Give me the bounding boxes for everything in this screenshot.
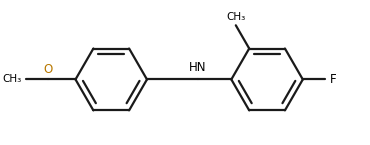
Text: HN: HN xyxy=(189,61,206,75)
Text: O: O xyxy=(43,64,52,76)
Text: CH₃: CH₃ xyxy=(226,12,245,22)
Text: F: F xyxy=(330,73,336,86)
Text: CH₃: CH₃ xyxy=(3,74,22,84)
